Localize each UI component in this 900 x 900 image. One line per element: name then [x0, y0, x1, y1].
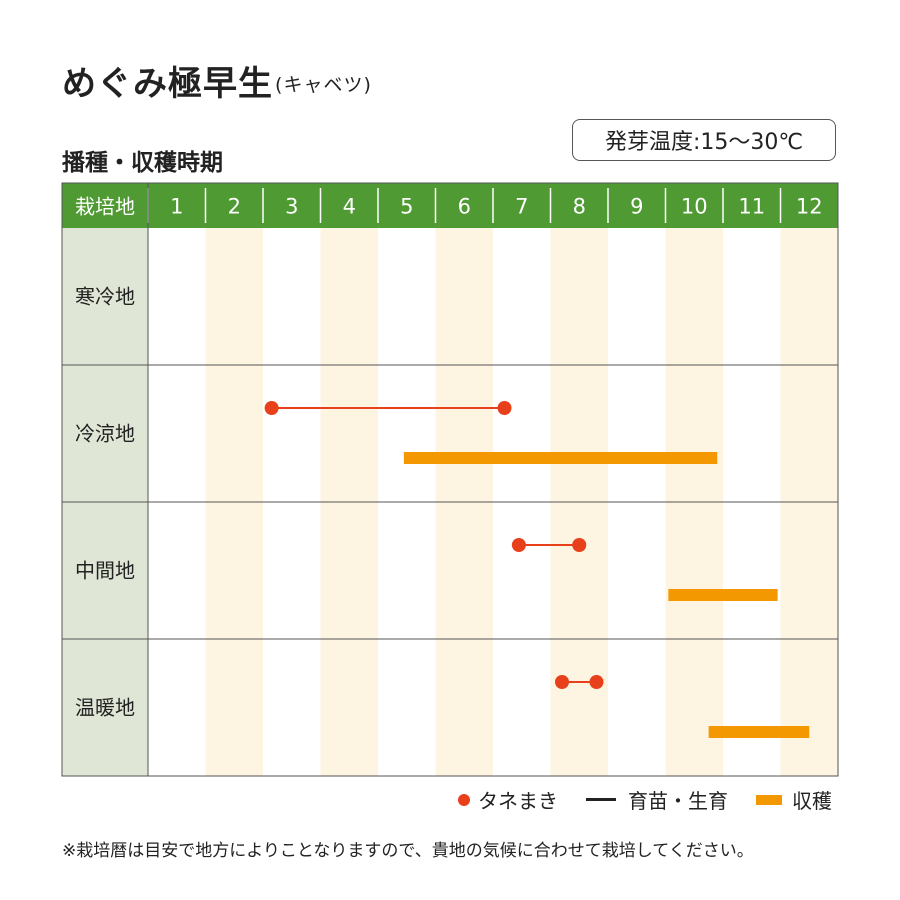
region-label: 温暖地 [75, 696, 135, 720]
growing-line-icon [586, 798, 616, 801]
region-label: 寒冷地 [75, 285, 135, 309]
germination-temperature-badge: 発芽温度:15〜30℃ [572, 119, 836, 161]
legend-growing-label: 育苗・生育 [628, 789, 728, 813]
section-title: 播種・収穫時期 [62, 150, 223, 176]
region-label: 中間地 [75, 559, 135, 583]
harvest-bar [668, 589, 778, 601]
page-title: めぐみ極早生 (キャベツ) [62, 56, 372, 105]
month-header-label: 11 [738, 195, 765, 219]
month-header-label: 1 [170, 195, 183, 219]
harvest-bar [403, 452, 718, 464]
header-corner-label: 栽培地 [75, 195, 135, 219]
title-subtitle: (キャベツ) [275, 74, 372, 96]
region-label: 冷涼地 [75, 422, 135, 446]
month-header-label: 10 [681, 195, 708, 219]
sowing-dot-icon [458, 793, 470, 806]
footnote: ※栽培暦は目安で地方によりことなりますので、貴地の気候に合わせて栽培してください… [62, 841, 754, 861]
harvest-bar [708, 726, 810, 738]
month-header-label: 12 [796, 195, 823, 219]
legend-sowing: タネまき [458, 785, 558, 814]
legend-growing: 育苗・生育 [586, 785, 728, 814]
harvest-bar-icon [756, 794, 782, 805]
month-header-label: 9 [630, 195, 643, 219]
sowing-start-dot [511, 538, 526, 552]
sowing-end-dot [572, 538, 587, 552]
month-header-label: 3 [285, 195, 298, 219]
month-header-label: 7 [515, 195, 528, 219]
month-header-label: 2 [228, 195, 241, 219]
month-header-label: 5 [400, 195, 413, 219]
legend-harvest-label: 収穫 [792, 789, 832, 813]
sowing-start-dot [555, 675, 569, 689]
grid-border [61, 182, 839, 777]
header-row [62, 183, 838, 228]
title-text: めぐみ極早生 [62, 64, 274, 104]
sowing-end-dot [497, 401, 512, 415]
legend-sowing-label: タネまき [478, 789, 558, 813]
legend-harvest: 収穫 [756, 785, 832, 814]
month-header-label: 8 [573, 195, 586, 219]
month-header-label: 6 [458, 195, 471, 219]
sowing-end-dot [589, 675, 604, 689]
legend: タネまき 育苗・生育 収穫 [458, 785, 832, 814]
month-header-label: 4 [343, 195, 356, 219]
sowing-start-dot [264, 401, 279, 415]
